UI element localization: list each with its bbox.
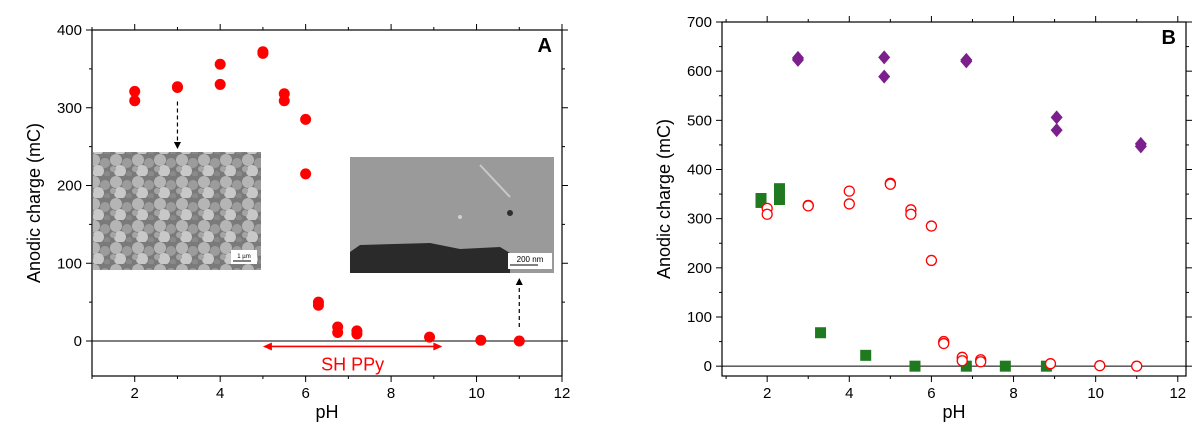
- data-point: [843, 198, 855, 210]
- data-point: [843, 185, 855, 197]
- data-point: [312, 299, 324, 311]
- data-point: [513, 335, 525, 347]
- data-point: [960, 54, 973, 69]
- range-annotation-label: SH PPy: [321, 354, 384, 374]
- y-tick-label: 400: [687, 162, 712, 179]
- data-point: [905, 208, 917, 220]
- data-point: [1131, 360, 1143, 372]
- data-point: [475, 334, 487, 346]
- x-tick-label: 10: [468, 385, 485, 402]
- data-point: [1134, 139, 1147, 154]
- data-point: [938, 337, 950, 350]
- inset-particle: [458, 215, 462, 219]
- inset-ridge: [479, 164, 511, 198]
- data-point: [956, 355, 968, 367]
- data-point: [909, 360, 921, 372]
- y-axis-label: Anodic charge (mC): [24, 123, 44, 283]
- y-tick-label: 300: [57, 100, 82, 117]
- y-axis-label: Anodic charge (mC): [654, 119, 674, 279]
- data-point: [129, 95, 141, 107]
- data-point: [773, 183, 785, 195]
- x-tick-label: 8: [1009, 385, 1017, 402]
- scale-bar-label: 1 µm: [237, 254, 250, 260]
- data-point: [171, 82, 183, 94]
- panel-label: A: [538, 35, 552, 57]
- scale-bar-label: 200 nm: [517, 255, 544, 264]
- data-point: [815, 327, 827, 339]
- data-point: [214, 58, 226, 70]
- y-tick-label: 500: [687, 112, 712, 129]
- x-tick-label: 2: [131, 385, 139, 402]
- y-tick-label: 100: [57, 255, 82, 272]
- y-tick-label: 0: [704, 358, 712, 375]
- data-point: [975, 356, 987, 368]
- x-axis-label: pH: [942, 402, 965, 422]
- plot-frame: [721, 21, 1187, 377]
- data-point: [278, 95, 290, 107]
- x-axis-label: pH: [315, 402, 338, 422]
- data-point: [214, 78, 226, 90]
- panel-a: 2 4 6 8 10 12 0 100 200 300 400 pH Anodic charge (mC…: [24, 22, 570, 422]
- data-point: [1094, 360, 1106, 372]
- x-tick-label: 4: [216, 385, 224, 402]
- data-point: [300, 113, 312, 125]
- arrow-head: [515, 278, 523, 285]
- x-tick-label: 8: [387, 385, 395, 402]
- data-point: [424, 331, 436, 343]
- data-point: [999, 360, 1011, 372]
- y-tick-label: 0: [74, 333, 82, 350]
- x-tick-label: 4: [845, 385, 853, 402]
- range-arrow-head-right: [433, 342, 443, 351]
- data-point: [925, 254, 938, 267]
- data-point: [755, 196, 767, 208]
- y-tick-label: 400: [57, 22, 82, 39]
- inset-shadow-region: [350, 243, 510, 273]
- y-tick-label: 200: [57, 178, 82, 195]
- data-point: [884, 178, 897, 190]
- data-point: [925, 220, 938, 232]
- data-point: [878, 69, 891, 84]
- data-point: [1050, 110, 1063, 125]
- data-point: [129, 85, 141, 97]
- y-tick-label: 200: [687, 260, 712, 277]
- data-point: [773, 193, 785, 205]
- plot-frame: [91, 29, 563, 377]
- x-tick-label: 2: [763, 385, 771, 402]
- data-point: [761, 208, 773, 220]
- data-point: [1044, 358, 1057, 370]
- data-point: [791, 52, 804, 67]
- y-tick-label: 100: [687, 309, 712, 326]
- y-tick-label: 300: [687, 211, 712, 228]
- x-tick-label: 10: [1087, 385, 1104, 402]
- range-arrow-head-left: [262, 342, 272, 351]
- y-tick-label: 700: [687, 14, 712, 31]
- data-point: [1050, 123, 1063, 138]
- panel-label: B: [1162, 27, 1176, 49]
- arrow-head: [173, 142, 181, 149]
- data-point: [300, 168, 312, 180]
- inset-pore: [507, 210, 513, 216]
- data-point: [960, 360, 972, 372]
- data-point: [332, 326, 344, 338]
- data-point: [351, 328, 363, 340]
- panel-b: 2 4 6 8 10 12 0 100 200 300 400 500 600 700 pH Anodic c…: [654, 14, 1192, 422]
- x-tick-label: 6: [301, 385, 309, 402]
- data-point: [860, 349, 872, 361]
- data-point: [257, 47, 269, 59]
- data-point: [878, 50, 891, 65]
- x-tick-label: 12: [554, 385, 571, 402]
- data-point: [802, 200, 814, 212]
- x-tick-label: 6: [927, 385, 935, 402]
- y-tick-label: 600: [687, 63, 712, 80]
- x-tick-label: 12: [1169, 385, 1186, 402]
